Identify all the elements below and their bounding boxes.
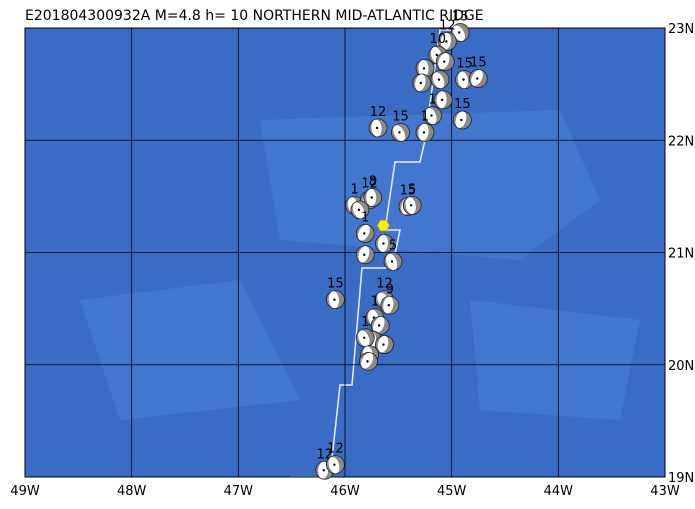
beachball: [370, 316, 390, 335]
beachball-axis: [333, 463, 336, 466]
beachball-axis: [375, 126, 379, 130]
depth-label: 1: [361, 210, 369, 225]
beachball-axis: [363, 232, 366, 235]
beachball-axis: [363, 253, 366, 256]
depth-label: 15: [392, 109, 409, 124]
beachball-axis: [382, 242, 385, 245]
lon-tick-label: 47W: [224, 484, 254, 499]
beachball-axis: [476, 77, 479, 80]
beachball: [391, 122, 410, 142]
beachball: [368, 118, 388, 138]
beachball: [430, 70, 450, 90]
beachball: [423, 106, 442, 125]
beachball: [455, 70, 474, 90]
beachball: [415, 122, 435, 142]
lon-tick-label: 48W: [117, 484, 147, 499]
beachball-axis: [363, 336, 366, 340]
lon-tick-label: 43W: [650, 484, 680, 499]
depth-label: 12: [361, 177, 378, 192]
beachball-axis: [443, 60, 446, 63]
depth-label: 5: [408, 182, 416, 197]
beachball-axis: [430, 114, 433, 117]
lat-tick-label: 22N: [668, 134, 694, 149]
beachball: [402, 195, 422, 215]
depth-label: 12: [439, 18, 456, 33]
beachball: [452, 110, 472, 130]
beachball: [359, 351, 378, 371]
beachball-axis: [458, 31, 461, 34]
beachball: [325, 455, 345, 475]
beachball: [415, 59, 435, 78]
lat-tick-label: 20N: [668, 359, 694, 374]
depth-label: 12: [370, 105, 387, 120]
beachball-axis: [435, 53, 438, 57]
beachball: [325, 290, 345, 310]
beachball: [435, 52, 455, 72]
depth-label: 1: [371, 295, 379, 310]
beachball-axis: [440, 98, 444, 102]
depth-label: 8: [369, 174, 377, 189]
depth-label: 15: [456, 57, 473, 72]
depth-label: 15: [454, 97, 471, 112]
beachball: [355, 328, 375, 348]
beachball-axis: [410, 204, 413, 207]
beachball: [363, 188, 383, 207]
depth-label: 15: [470, 56, 487, 71]
beachball-axis: [390, 260, 394, 263]
depth-label: 1: [421, 109, 429, 124]
lat-tick-label: 23N: [668, 22, 694, 37]
beachball: [468, 69, 488, 88]
depth-label: 1: [361, 315, 369, 330]
beachball-axis: [370, 196, 373, 199]
beachball-axis: [333, 298, 336, 301]
lon-tick-label: 44W: [544, 484, 574, 499]
beachball: [412, 73, 432, 93]
lat-tick-label: 21N: [668, 247, 694, 262]
beachball: [375, 335, 394, 354]
relief: [80, 110, 640, 420]
map-title: E201804300932A M=4.8 h= 10 NORTHERN MID-…: [25, 8, 484, 24]
beachball-axis: [357, 208, 361, 212]
epicenter: [376, 219, 390, 232]
beachball: [433, 90, 453, 110]
beachball: [383, 252, 403, 271]
beachball-axis: [460, 118, 463, 122]
depth-label: 12: [327, 442, 344, 457]
beachball-axis: [422, 67, 426, 70]
beachball-axis: [422, 131, 426, 134]
beachball-axis: [378, 324, 381, 327]
beachball-axis: [382, 343, 385, 346]
beachball: [350, 200, 370, 220]
depth-label: 15: [327, 277, 344, 292]
lon-tick-label: 49W: [10, 484, 40, 499]
beachball-axis: [419, 81, 422, 85]
depth-label: 1: [428, 93, 436, 108]
beachball-axis: [398, 131, 401, 134]
depth-label: 12: [376, 277, 393, 292]
lon-tick-label: 45W: [437, 484, 467, 499]
beachball: [450, 23, 470, 42]
lon-tick-label: 46W: [330, 484, 360, 499]
beachball: [380, 295, 400, 315]
lat-tick-label: 19N: [668, 471, 694, 486]
depth-label: 5: [389, 238, 397, 253]
map-frame: [24, 27, 666, 478]
beachball-axis: [366, 360, 369, 363]
beachball: [355, 224, 375, 243]
beachball: [355, 245, 375, 265]
depth-label: 9: [386, 282, 394, 297]
depth-label: 15: [452, 9, 469, 24]
depth-label: 1: [350, 182, 358, 197]
beachball: [375, 234, 394, 253]
beachball-axis: [462, 78, 465, 81]
depth-label: 10: [430, 32, 447, 47]
beachball-axis: [445, 40, 448, 43]
beachball-axis: [387, 304, 390, 307]
beachball-axis: [437, 78, 441, 81]
depth-label: 15: [400, 183, 417, 198]
beachball: [437, 32, 457, 51]
beachball-axis: [322, 469, 325, 472]
